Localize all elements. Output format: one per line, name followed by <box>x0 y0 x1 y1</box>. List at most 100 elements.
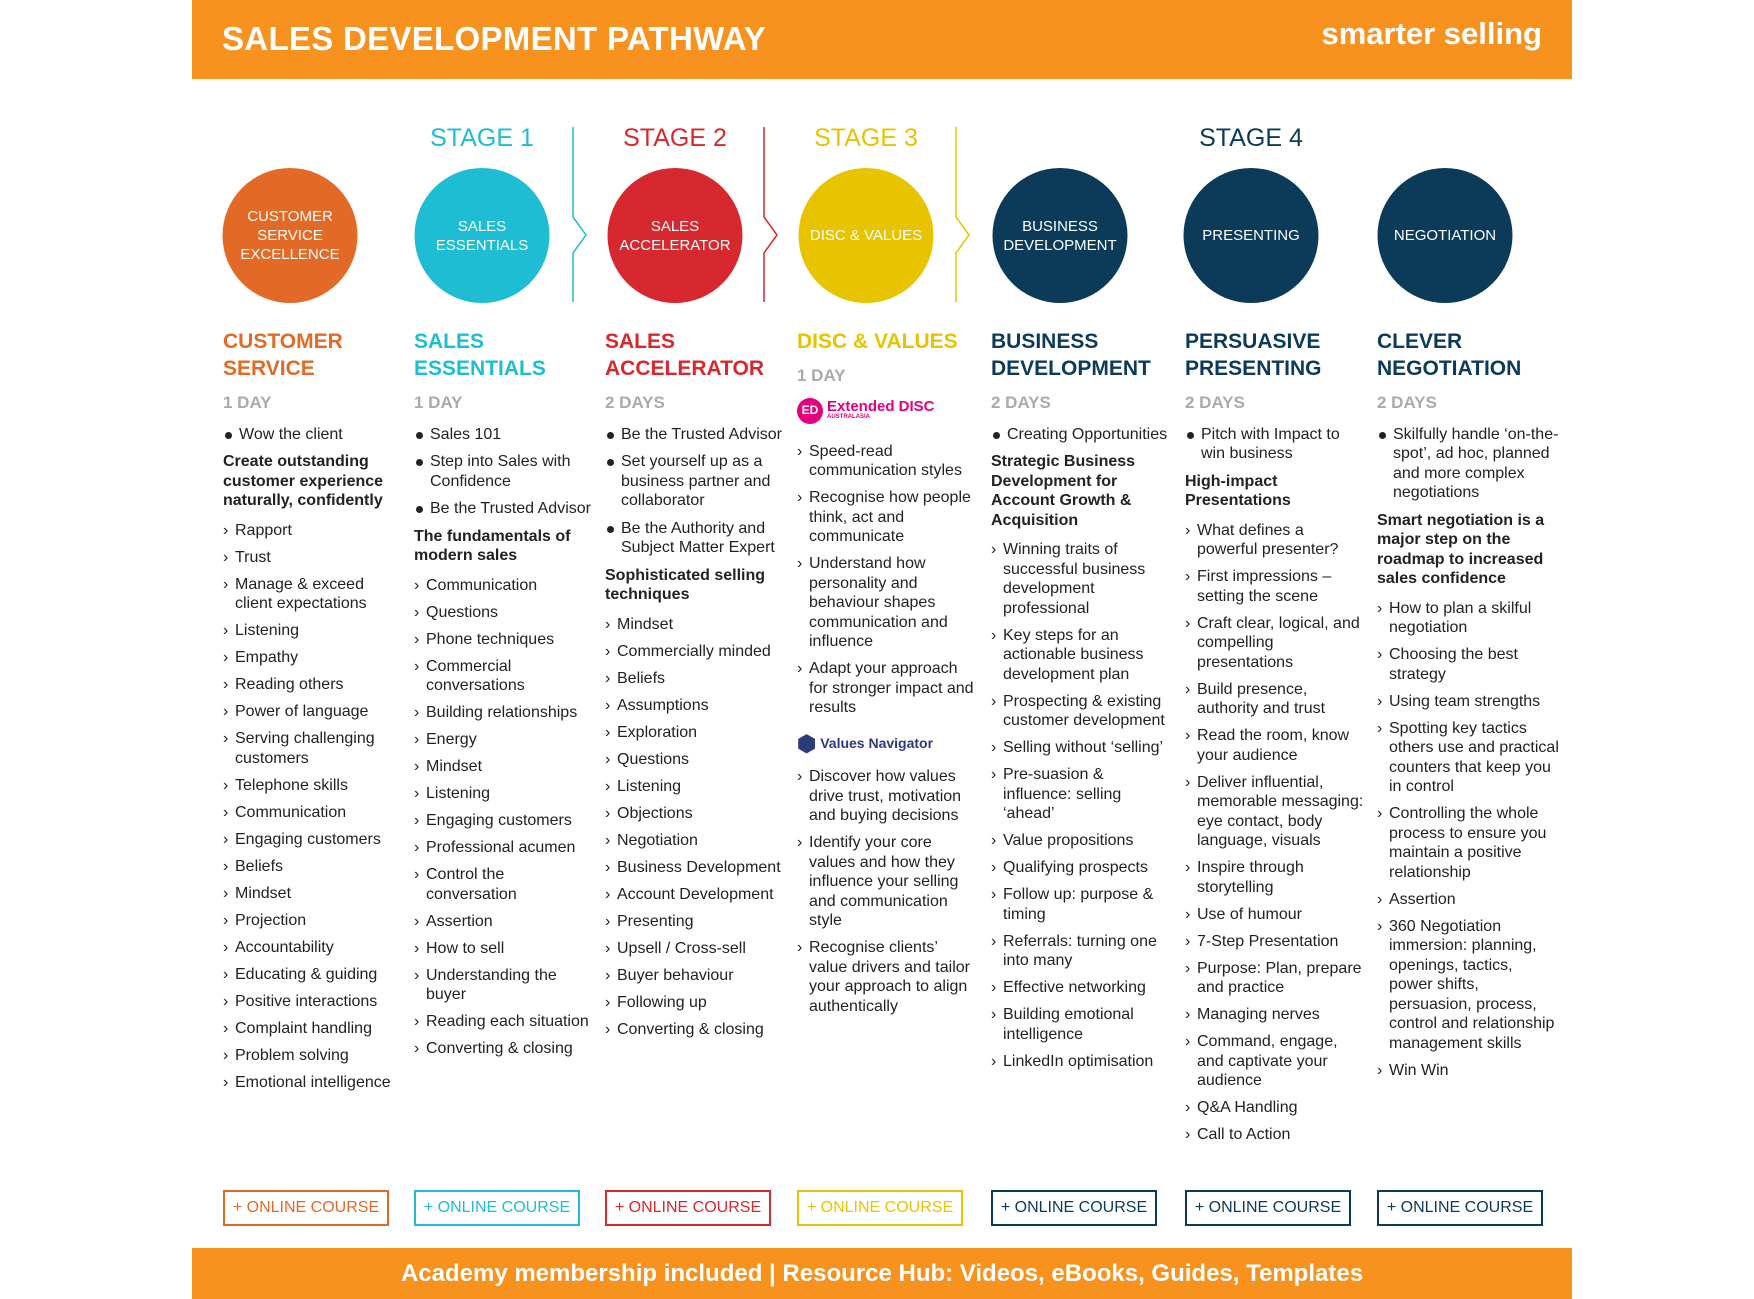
topic-item: How to plan a skilful negotiation <box>1377 599 1559 638</box>
topic-item: Adapt your approach for stronger impact … <box>797 659 979 718</box>
values-navigator-icon: ⬢ <box>797 730 817 756</box>
topic-item: Positive interactions <box>223 992 405 1012</box>
topic-item: First impressions – setting the scene <box>1185 567 1367 606</box>
topic-item: Trust <box>223 548 405 568</box>
topic-item: Objections <box>605 804 787 824</box>
topic-item: Questions <box>605 750 787 770</box>
stage-divider <box>763 127 779 302</box>
topic-item: Deliver influential, memorable messaging… <box>1185 773 1367 851</box>
online-course-button[interactable]: + ONLINE COURSE <box>414 1190 580 1226</box>
topic-item: Control the conversation <box>414 865 596 904</box>
topic-item: Rapport <box>223 521 405 541</box>
highlight-bullet: Wow the client <box>223 425 405 445</box>
course-column: BUSINESS DEVELOPMENT 2 DAYS Creating Oppor… <box>991 328 1173 1079</box>
highlight-bullet: Pitch with Impact to win business <box>1185 425 1367 464</box>
topic-item: Negotiation <box>605 831 787 851</box>
course-title: SALES ACCELERATOR <box>605 330 765 380</box>
topic-item: Problem solving <box>223 1046 405 1066</box>
topic-item: Converting & closing <box>605 1020 787 1040</box>
topic-item: Beliefs <box>605 669 787 689</box>
topic-item: Presenting <box>605 912 787 932</box>
online-course-button[interactable]: + ONLINE COURSE <box>1377 1190 1543 1226</box>
topic-item: Use of humour <box>1185 905 1367 925</box>
course-title: DISC & VALUES <box>797 330 958 353</box>
topic-item: Craft clear, logical, and compelling pre… <box>1185 614 1367 673</box>
course-title: CUSTOMER SERVICE <box>223 330 343 380</box>
topic-item: Mindset <box>605 615 787 635</box>
topic-item: Building relationships <box>414 703 596 723</box>
topic-item: Winning traits of successful business de… <box>991 540 1173 618</box>
topic-item: Command, engage, and captivate your audi… <box>1185 1032 1367 1091</box>
course-title: CLEVER NEGOTIATION <box>1377 330 1522 380</box>
topic-item: Mindset <box>414 757 596 777</box>
topic-item: Recognise clients’ value drivers and tai… <box>797 938 979 1016</box>
topic-item: Call to Action <box>1185 1125 1367 1145</box>
topic-item: Assertion <box>414 912 596 932</box>
course-subheading: Strategic Business Development for Accou… <box>991 453 1136 529</box>
topic-item: Listening <box>223 621 405 641</box>
course-column: DISC & VALUES 1 DAY ED Extended DISC AUSTRAL… <box>797 328 979 1024</box>
topic-item: Spotting key tactics others use and prac… <box>1377 719 1559 797</box>
topic-item: 7-Step Presentation <box>1185 932 1367 952</box>
extended-disc-name: Extended DISC AUSTRALASIA <box>827 398 935 421</box>
values-navigator-logo: ⬢ Values Navigator <box>797 730 979 756</box>
topic-item: Build presence, authority and trust <box>1185 680 1367 719</box>
topic-item: Converting & closing <box>414 1039 596 1059</box>
topic-item: Engaging customers <box>414 811 596 831</box>
course-column: SALES ESSENTIALS 1 DAY Sales 101 Step into … <box>414 328 596 1066</box>
highlight-bullet: Creating Opportunities <box>991 425 1173 445</box>
topic-item: Pre-suasion & influence: selling ‘ahead’ <box>991 765 1173 824</box>
topic-item: Understanding the buyer <box>414 966 596 1005</box>
topic-item: Upsell / Cross-sell <box>605 939 787 959</box>
course-circle: CUSTOMER SERVICE EXCELLENCE <box>222 168 358 303</box>
topic-item: How to sell <box>414 939 596 959</box>
footer-banner: Academy membership included | Resource H… <box>192 1248 1572 1299</box>
topic-item: Using team strengths <box>1377 692 1559 712</box>
topic-item: Referrals: turning one into many <box>991 932 1173 971</box>
topic-item: Exploration <box>605 723 787 743</box>
online-course-button[interactable]: + ONLINE COURSE <box>605 1190 771 1226</box>
extended-disc-logo: ED Extended DISC AUSTRALASIA <box>797 397 979 424</box>
course-duration: 1 DAY <box>414 393 463 412</box>
topic-item: Serving challenging customers <box>223 729 405 768</box>
course-duration: 2 DAYS <box>991 393 1051 412</box>
highlight-bullet: Skilfully handle ‘on-the-spot’, ad hoc, … <box>1377 425 1559 503</box>
stage-label: STAGE 1 <box>430 124 534 152</box>
extended-disc-name-text: Extended DISC <box>827 398 935 415</box>
highlight-bullet: Be the Authority and Subject Matter Expe… <box>605 519 787 558</box>
topic-item: Assumptions <box>605 696 787 716</box>
topic-item: Commercial conversations <box>414 657 596 696</box>
course-circle: NEGOTIATION <box>1377 168 1513 303</box>
topic-item: Value propositions <box>991 831 1173 851</box>
topic-item: Purpose: Plan, prepare and practice <box>1185 959 1367 998</box>
stage-label: STAGE 2 <box>623 124 727 152</box>
topic-item: Reading each situation <box>414 1012 596 1032</box>
online-course-button[interactable]: + ONLINE COURSE <box>991 1190 1157 1226</box>
topic-item: Effective networking <box>991 978 1173 998</box>
topic-item: Listening <box>605 777 787 797</box>
topic-item: Inspire through storytelling <box>1185 858 1367 897</box>
online-course-button[interactable]: + ONLINE COURSE <box>797 1190 963 1226</box>
topic-item: Understand how personality and behaviour… <box>797 554 979 652</box>
topic-item: Key steps for an actionable business dev… <box>991 626 1173 685</box>
topic-item: Building emotional intelligence <box>991 1005 1173 1044</box>
course-duration: 2 DAYS <box>1377 393 1437 412</box>
highlight-bullet: Be the Trusted Advisor <box>605 425 787 445</box>
course-duration: 2 DAYS <box>1185 393 1245 412</box>
topic-item: Emotional intelligence <box>223 1073 405 1093</box>
topic-item: Commercially minded <box>605 642 787 662</box>
values-navigator-name: Values Navigator <box>820 734 934 751</box>
topic-item: Empathy <box>223 648 405 668</box>
course-title: PERSUASIVE PRESENTING <box>1185 330 1322 380</box>
topic-item: Qualifying prospects <box>991 858 1173 878</box>
topic-item: Phone techniques <box>414 630 596 650</box>
course-subheading: The fundamentals of modern sales <box>414 527 571 565</box>
online-course-button[interactable]: + ONLINE COURSE <box>1185 1190 1351 1226</box>
stage-divider <box>955 127 971 302</box>
page-title: SALES DEVELOPMENT PATHWAY <box>222 20 767 57</box>
online-course-button[interactable]: + ONLINE COURSE <box>223 1190 389 1226</box>
course-circle: SALES ESSENTIALS <box>414 168 550 303</box>
topic-item: Reading others <box>223 675 405 695</box>
topic-item: Educating & guiding <box>223 965 405 985</box>
highlight-bullet: Be the Trusted Advisor <box>414 499 596 519</box>
